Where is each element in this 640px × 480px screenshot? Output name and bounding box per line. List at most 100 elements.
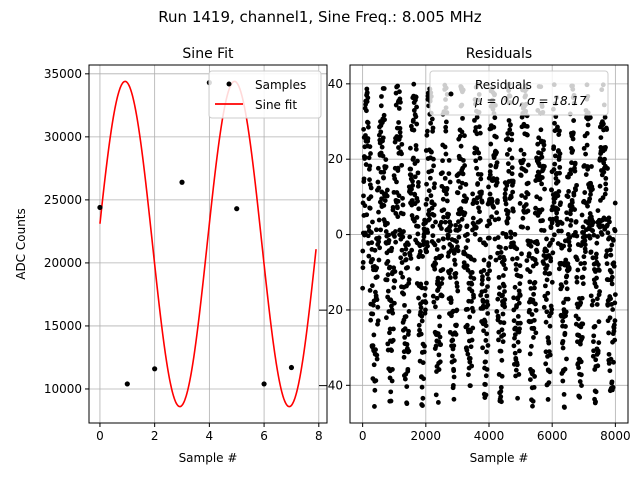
residual-point <box>531 317 537 323</box>
residual-point <box>364 90 370 95</box>
residuals-ticks: 0 2000 4000 6000 8000 −40 −20 0 20 40 <box>318 77 631 443</box>
residual-point <box>556 266 562 272</box>
sine-fit-y-tick-label: 15000 <box>44 319 82 333</box>
residual-point <box>509 171 515 177</box>
residual-point <box>401 291 407 297</box>
residual-point <box>370 257 376 262</box>
residual-point <box>450 353 455 359</box>
residual-point <box>398 255 404 261</box>
residual-point <box>506 168 512 174</box>
residual-point <box>361 126 367 132</box>
residual-point <box>412 174 418 180</box>
residual-point <box>518 320 523 326</box>
residual-point <box>415 183 421 189</box>
residual-point <box>566 189 571 194</box>
residual-point <box>415 223 421 229</box>
residuals-panel: Residuals 0 2000 4000 6000 8000 −40 −20 0 20 40 S… <box>318 46 631 465</box>
residual-point <box>505 161 511 167</box>
residual-point <box>400 211 406 217</box>
residual-point <box>481 328 486 334</box>
residual-point <box>383 229 389 234</box>
residual-point <box>410 117 416 123</box>
residual-point <box>508 230 514 236</box>
residual-point <box>424 240 430 245</box>
residual-point <box>406 242 411 247</box>
residual-point <box>567 235 573 240</box>
residual-point <box>482 288 488 294</box>
residual-point <box>372 404 377 409</box>
residual-point <box>365 120 371 126</box>
residual-point <box>505 215 511 221</box>
residual-point <box>492 115 498 121</box>
residual-point <box>529 312 535 317</box>
residual-point <box>520 224 526 230</box>
residual-point <box>365 95 371 101</box>
residual-point <box>612 200 618 206</box>
residual-point <box>496 216 502 222</box>
residual-point <box>487 221 493 227</box>
residual-point <box>444 198 450 204</box>
residual-point <box>486 235 492 241</box>
residual-point <box>583 249 588 255</box>
residual-point <box>530 368 536 374</box>
residual-point <box>517 292 523 298</box>
residual-point <box>564 273 570 279</box>
residual-point <box>406 309 412 314</box>
residual-point <box>427 216 432 222</box>
residual-point <box>569 200 575 205</box>
residual-point <box>413 143 419 148</box>
residual-point <box>512 231 518 237</box>
residual-point <box>493 134 499 140</box>
residual-point <box>416 322 422 328</box>
residual-point <box>454 239 460 244</box>
residual-point <box>387 264 393 270</box>
residual-point <box>434 247 440 252</box>
residual-point <box>515 395 520 401</box>
residual-point <box>609 379 615 385</box>
residuals-legend: Residuals μ = 0.0, σ = 18.17 <box>429 70 609 116</box>
residual-point <box>484 367 490 372</box>
residual-point <box>568 218 574 223</box>
residual-point <box>535 241 540 247</box>
residual-point <box>611 238 616 243</box>
residual-point <box>593 399 598 405</box>
residual-point <box>474 200 480 206</box>
residual-point <box>484 271 490 277</box>
residual-point <box>546 340 552 346</box>
residual-point <box>409 198 415 203</box>
residual-point <box>577 379 583 384</box>
residual-point <box>408 166 414 172</box>
residual-point <box>484 331 490 337</box>
residual-point <box>501 262 507 268</box>
residual-point <box>567 243 573 248</box>
residual-point <box>441 245 447 250</box>
residual-point <box>499 327 505 333</box>
residual-point <box>527 351 533 357</box>
residual-point <box>399 260 405 265</box>
residual-point <box>509 137 515 143</box>
residual-point <box>564 286 570 292</box>
residual-point <box>518 173 524 178</box>
residual-point <box>582 190 588 195</box>
legend-samples-marker <box>226 81 232 87</box>
residual-point <box>378 103 384 109</box>
residual-point <box>451 374 457 380</box>
residual-point <box>515 339 521 345</box>
residual-point <box>456 234 462 240</box>
residual-point <box>468 344 474 350</box>
residual-point <box>494 309 500 314</box>
residuals-x-tick-label: 6000 <box>537 429 568 443</box>
residual-point <box>403 257 409 262</box>
residual-point <box>507 127 513 133</box>
residual-point <box>481 268 487 273</box>
residuals-x-tick-label: 8000 <box>600 429 631 443</box>
figure-suptitle: Run 1419, channel1, Sine Freq.: 8.005 MH… <box>158 8 482 26</box>
residual-point <box>397 89 402 95</box>
residual-point <box>588 293 594 299</box>
residual-point <box>402 302 407 308</box>
residual-point <box>389 348 394 353</box>
residual-point <box>605 302 611 308</box>
residual-point <box>395 214 401 220</box>
residual-point <box>476 205 481 211</box>
residual-point <box>381 169 387 175</box>
